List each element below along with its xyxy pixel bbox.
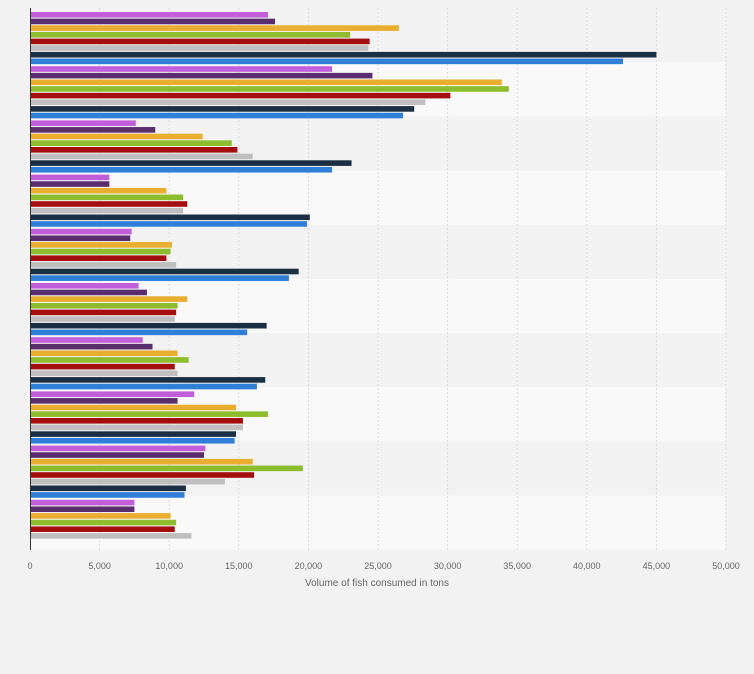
bar[interactable] [30, 533, 192, 539]
x-tick-label: 10,000 [155, 561, 183, 571]
bar[interactable] [30, 31, 351, 38]
x-tick-label: 25,000 [364, 561, 392, 571]
bar[interactable] [30, 140, 232, 146]
x-tick-label: 50,000 [712, 561, 740, 571]
bar[interactable] [30, 58, 623, 65]
bar[interactable] [30, 418, 243, 424]
bar[interactable] [30, 72, 373, 79]
bar[interactable] [30, 391, 195, 397]
bar[interactable] [30, 262, 177, 268]
bar[interactable] [30, 127, 156, 133]
bar[interactable] [30, 350, 178, 357]
bar[interactable] [30, 302, 178, 309]
bar[interactable] [30, 12, 269, 18]
bar[interactable] [30, 363, 175, 370]
bar[interactable] [30, 445, 206, 452]
bar[interactable] [30, 235, 131, 242]
bar[interactable] [30, 357, 189, 363]
bar[interactable] [30, 106, 415, 112]
bar[interactable] [30, 485, 186, 492]
bar[interactable] [30, 492, 185, 498]
bars [30, 12, 657, 539]
bar[interactable] [30, 377, 266, 383]
bar[interactable] [30, 398, 178, 404]
bar[interactable] [30, 207, 184, 214]
bar[interactable] [30, 309, 177, 316]
bar[interactable] [30, 153, 253, 160]
bar[interactable] [30, 166, 333, 173]
bar[interactable] [30, 187, 167, 194]
bar[interactable] [30, 92, 451, 99]
x-tick-labels: 0 5,000 10,000 15,000 20,000 25,000 30,000 35,0… [27, 561, 739, 571]
bar[interactable] [30, 194, 184, 201]
bar[interactable] [30, 452, 204, 458]
x-tick-label: 0 [27, 561, 32, 571]
x-tick-label: 35,000 [503, 561, 531, 571]
bar[interactable] [30, 79, 502, 86]
bar[interactable] [30, 337, 143, 343]
x-tick-label: 40,000 [573, 561, 601, 571]
bar[interactable] [30, 404, 237, 411]
bar[interactable] [30, 214, 310, 221]
bar[interactable] [30, 506, 135, 513]
bar[interactable] [30, 255, 167, 261]
bar[interactable] [30, 343, 153, 350]
bar[interactable] [30, 275, 289, 281]
bar[interactable] [30, 45, 369, 51]
bar[interactable] [30, 472, 255, 478]
bar[interactable] [30, 242, 172, 248]
bar[interactable] [30, 201, 188, 207]
bar[interactable] [30, 289, 147, 296]
bar[interactable] [30, 112, 404, 119]
bar[interactable] [30, 66, 333, 72]
bar[interactable] [30, 383, 257, 390]
bar[interactable] [30, 221, 308, 227]
x-tick-label: 45,000 [643, 561, 671, 571]
x-tick-label: 30,000 [434, 561, 462, 571]
bar[interactable] [30, 147, 238, 153]
x-tick-label: 15,000 [225, 561, 253, 571]
bar[interactable] [30, 322, 267, 329]
bar[interactable] [30, 38, 370, 45]
bar[interactable] [30, 181, 110, 187]
x-tick-label: 20,000 [295, 561, 323, 571]
bar[interactable] [30, 248, 171, 255]
bar[interactable] [30, 296, 188, 302]
bar[interactable] [30, 526, 175, 532]
bar[interactable] [30, 478, 225, 485]
bar[interactable] [30, 370, 178, 377]
bar[interactable] [30, 329, 248, 336]
bar[interactable] [30, 283, 139, 289]
bar[interactable] [30, 268, 299, 275]
bar[interactable] [30, 51, 657, 58]
bar[interactable] [30, 513, 171, 519]
bar[interactable] [30, 86, 509, 92]
bar[interactable] [30, 133, 203, 140]
bar[interactable] [30, 465, 303, 472]
x-tick-label: 5,000 [88, 561, 111, 571]
bar[interactable] [30, 174, 110, 181]
bar[interactable] [30, 25, 399, 31]
bar[interactable] [30, 120, 136, 126]
bar[interactable] [30, 316, 175, 322]
bar[interactable] [30, 458, 253, 465]
bar[interactable] [30, 228, 132, 235]
bar[interactable] [30, 499, 135, 506]
bar[interactable] [30, 411, 269, 417]
bar[interactable] [30, 519, 177, 526]
bar[interactable] [30, 431, 237, 437]
bar[interactable] [30, 437, 235, 444]
bar[interactable] [30, 18, 275, 25]
bar[interactable] [30, 424, 243, 431]
x-axis-label: Volume of fish consumed in tons [305, 578, 449, 589]
bar[interactable] [30, 160, 352, 166]
bar[interactable] [30, 99, 426, 106]
